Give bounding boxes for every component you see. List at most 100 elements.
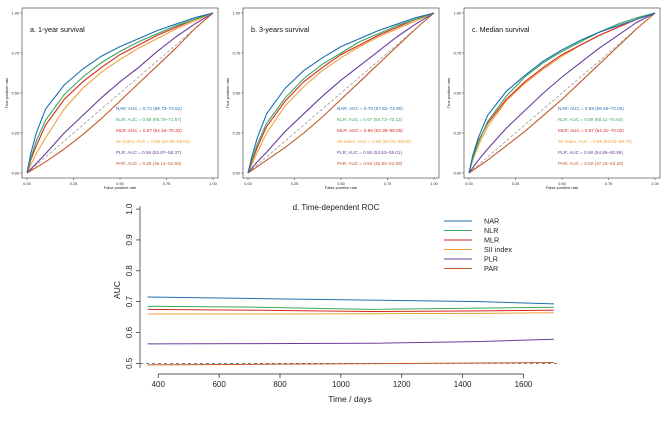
auc-legend-mlr: MLR: AUC = 0.66 (63.38–69.09) xyxy=(337,128,403,133)
auc-line-nar xyxy=(147,296,554,305)
y-tick-label: 0.9 xyxy=(125,234,134,246)
roc-panel-2: 0.00 0.00 0.25 0.25 0.50 0.50 0.75 0.75 1.00 1.00… xyxy=(225,7,440,190)
x-axis-label: Time / days xyxy=(328,394,372,404)
y-tick-label: 0.6 xyxy=(125,326,134,338)
y-tick-label: 0.7 xyxy=(125,296,134,308)
legend-label-nlr: NLR xyxy=(484,226,498,235)
x-tick-label: 1400 xyxy=(454,380,472,389)
y-tick-label: 0.50 xyxy=(233,91,240,95)
x-tick-label: 1.00 xyxy=(430,182,437,186)
y-tick-label: 0.5 xyxy=(125,357,134,369)
x-tick-label: 0.25 xyxy=(291,182,298,186)
x-tick-label: 0.75 xyxy=(605,182,612,186)
legend-label-sii-index: SII index xyxy=(484,245,512,254)
roc-curve-sii-index xyxy=(26,12,214,174)
legend-label-nar: NAR xyxy=(484,217,499,226)
roc-curve-nar xyxy=(26,12,214,174)
x-tick-label: 0.75 xyxy=(384,182,391,186)
time-dependent-roc-panel: 400 600 800 1000 1200 1400 1600 0.5 0.6 0.7 0.8 0.9… xyxy=(112,203,560,404)
legend-label-mlr: MLR xyxy=(484,236,499,245)
y-tick-label: 1.0 xyxy=(125,203,134,215)
y-tick-label: 1.00 xyxy=(454,11,461,15)
roc-curve-plr xyxy=(247,12,435,174)
auc-legend-mlr: MLR: AUC = 0.67 (64.31–70.02) xyxy=(558,128,624,133)
diagonal-reference-line xyxy=(468,12,656,174)
auc-legend-mlr: MLR: AUC = 0.67 (64.16–70.33) xyxy=(116,128,182,133)
x-tick-label: 1000 xyxy=(332,380,350,389)
panel-title: d. Time-dependent ROC xyxy=(293,203,380,212)
y-axis-label: True positive rate xyxy=(446,77,451,109)
x-tick-label: 0.25 xyxy=(70,182,77,186)
x-tick-label: 400 xyxy=(152,380,166,389)
auc-legend-nar: NAR: AUC = 0.72 (68.73–74.52) xyxy=(116,106,182,111)
roc-curve-mlr xyxy=(26,12,214,174)
y-axis-label: True positive rate xyxy=(225,77,230,109)
x-tick-label: 0.75 xyxy=(163,182,170,186)
auc-legend-sii-index: SII index: AUC = 0.65 (62.85–68.04) xyxy=(116,139,190,144)
x-axis-label: False positive rate xyxy=(546,185,579,190)
roc-curve-nlr xyxy=(468,12,656,174)
auc-legend-nlr: NLR: AUC = 0.67 (64.73–70.12) xyxy=(337,117,403,122)
roc-curve-plr xyxy=(468,12,656,174)
roc-curve-par xyxy=(26,12,214,174)
x-tick-label: 0.50 xyxy=(116,182,123,186)
x-tick-label: 1.00 xyxy=(651,182,658,186)
x-tick-label: 0.25 xyxy=(512,182,519,186)
x-tick-label: 600 xyxy=(212,380,226,389)
x-tick-label: 0.00 xyxy=(465,182,472,186)
auc-legend-plr: PLR: AUC = 0.56 (52.87–59.37) xyxy=(116,150,181,155)
panel-title: c. Median survival xyxy=(472,25,530,34)
y-tick-label: 0.00 xyxy=(12,171,19,175)
roc-panel-3: 0.00 0.00 0.25 0.25 0.50 0.50 0.75 0.75 1.00 1.00… xyxy=(446,7,661,190)
y-tick-label: 0.00 xyxy=(454,171,461,175)
auc-legend-nar: NAR: AUC = 0.70 (67.62–72.90) xyxy=(337,106,403,111)
y-tick-label: 0.25 xyxy=(454,131,461,135)
roc-curve-par xyxy=(247,12,435,174)
auc-line-mlr xyxy=(147,308,554,313)
auc-legend-par: PAR: AUC = 0.50 (46.83–52.99) xyxy=(337,161,403,166)
roc-curve-sii-index xyxy=(247,12,435,174)
roc-curve-mlr xyxy=(247,12,435,174)
roc-curve-nlr xyxy=(26,12,214,174)
auc-line-plr xyxy=(147,338,554,345)
y-tick-label: 0.75 xyxy=(233,51,240,55)
y-tick-label: 1.00 xyxy=(12,11,19,15)
legend-label-par: PAR xyxy=(484,264,498,273)
y-axis-label: True positive rate xyxy=(4,77,9,109)
x-tick-label: 0.00 xyxy=(244,182,251,186)
y-tick-label: 0.50 xyxy=(12,91,19,95)
auc-legend-sii-index: SII index: AUC = 0.66 (63.02–68.75) xyxy=(558,139,632,144)
y-tick-label: 0.50 xyxy=(454,91,461,95)
roc-curve-nlr xyxy=(247,12,435,174)
auc-line-par xyxy=(147,361,554,366)
roc-panel-1: 0.00 0.00 0.25 0.25 0.50 0.50 0.75 0.75 1.00 1.00… xyxy=(4,7,219,190)
panel-title: a. 1-year survival xyxy=(30,25,85,34)
x-tick-label: 0.50 xyxy=(558,182,565,186)
x-tick-label: 800 xyxy=(273,380,287,389)
auc-legend-sii-index: SII index: AUC = 0.65 (62.01–68.00) xyxy=(337,139,411,144)
roc-curve-par xyxy=(468,12,656,174)
y-tick-label: 1.00 xyxy=(233,11,240,15)
auc-legend-plr: PLR: AUC = 0.58 (54.86–60.88) xyxy=(558,150,623,155)
y-tick-label: 0.25 xyxy=(233,131,240,135)
x-axis-label: False positive rate xyxy=(104,185,137,190)
auc-legend-plr: PLR: AUC = 0.56 (53.63–59.01) xyxy=(337,150,402,155)
x-tick-label: 1.00 xyxy=(209,182,216,186)
auc-legend-par: PAR: AUC = 0.50 (47.15–53.28) xyxy=(558,161,624,166)
auc-legend-nlr: NLR: AUC = 0.69 (66.79–71.57) xyxy=(116,117,182,122)
auc-line-nlr xyxy=(147,305,554,310)
diagonal-reference-line xyxy=(26,12,214,174)
auc-legend-nlr: NLR: AUC = 0.68 (65.11–70.64) xyxy=(558,117,623,122)
legend-label-plr: PLR xyxy=(484,255,498,264)
y-axis-label: AUC xyxy=(112,281,122,299)
y-tick-label: 0.00 xyxy=(233,171,240,175)
y-tick-label: 0.8 xyxy=(125,265,134,277)
roc-curve-mlr xyxy=(468,12,656,174)
roc-curve-nar xyxy=(468,12,656,174)
x-tick-label: 1200 xyxy=(393,380,411,389)
auc-line-sii-index xyxy=(147,312,554,315)
x-tick-label: 1600 xyxy=(515,380,533,389)
y-tick-label: 0.25 xyxy=(12,131,19,135)
x-tick-label: 0.50 xyxy=(337,182,344,186)
